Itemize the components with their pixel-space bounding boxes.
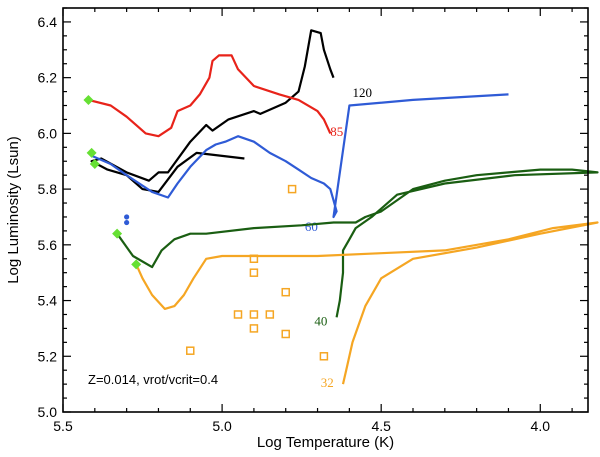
observed-star-dot <box>124 214 130 220</box>
plot-markers <box>83 94 329 361</box>
track-32-line <box>135 221 599 385</box>
observed-star-square <box>287 184 297 194</box>
zams-diamond-marker <box>112 228 123 239</box>
track-85-line <box>88 54 332 138</box>
observed-star-square <box>249 324 259 333</box>
track-32-label: 32 <box>321 375 334 390</box>
track-120-line <box>90 29 335 193</box>
y-tick-label: 5.2 <box>38 348 58 364</box>
track-60-label: 60 <box>305 219 318 234</box>
axes: 5.5 5.0 4.5 4.05.05.25.45.65.86.06.26.4 <box>38 7 588 434</box>
observed-star-square <box>249 310 259 319</box>
observed-star-square <box>319 352 329 361</box>
y-tick-label: 5.0 <box>38 404 58 420</box>
y-tick-label: 5.8 <box>38 181 58 197</box>
track-120-label: 120 <box>353 85 373 100</box>
zams-diamond-marker <box>86 147 97 158</box>
track-85-label: 85 <box>330 124 343 139</box>
zams-diamond-marker <box>83 94 94 105</box>
x-axis-label: Log Temperature (K) <box>257 434 394 451</box>
y-tick-label: 5.4 <box>38 293 58 309</box>
track-40-line <box>116 168 599 318</box>
plot-frame <box>62 7 589 413</box>
observed-star-square <box>249 254 259 264</box>
x-tick-label: 5.5 <box>53 418 73 434</box>
y-tick-label: 6.4 <box>38 14 58 30</box>
x-tick-label: 4.5 <box>371 418 391 434</box>
y-axis-label: Log Luminosity (Lsun) <box>5 136 22 284</box>
annotation-metallicity: Z=0.014, vrot/vcrit=0.4 <box>88 372 218 387</box>
zams-diamond-marker <box>89 159 100 170</box>
track-60-line <box>91 93 509 219</box>
x-tick-label: 5.0 <box>212 418 232 434</box>
zams-diamond-marker <box>131 259 142 270</box>
y-tick-label: 5.6 <box>38 237 58 253</box>
plot-lines: 120 85 60 40 32 <box>88 29 599 390</box>
observed-star-dot <box>124 219 130 226</box>
observed-star-square <box>281 329 290 339</box>
x-tick-label: 4.0 <box>531 418 551 434</box>
observed-star-square <box>281 287 290 297</box>
y-tick-label: 6.2 <box>38 70 58 86</box>
observed-star-square <box>265 310 275 319</box>
track-40-label: 40 <box>314 314 327 329</box>
observed-star-square <box>233 310 243 319</box>
y-tick-label: 6.0 <box>38 125 58 141</box>
observed-star-square <box>249 268 259 277</box>
observed-star-square <box>186 346 195 355</box>
